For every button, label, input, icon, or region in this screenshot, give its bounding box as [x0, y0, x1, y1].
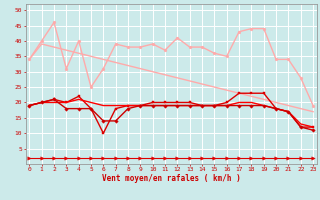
- X-axis label: Vent moyen/en rafales ( km/h ): Vent moyen/en rafales ( km/h ): [102, 174, 241, 183]
